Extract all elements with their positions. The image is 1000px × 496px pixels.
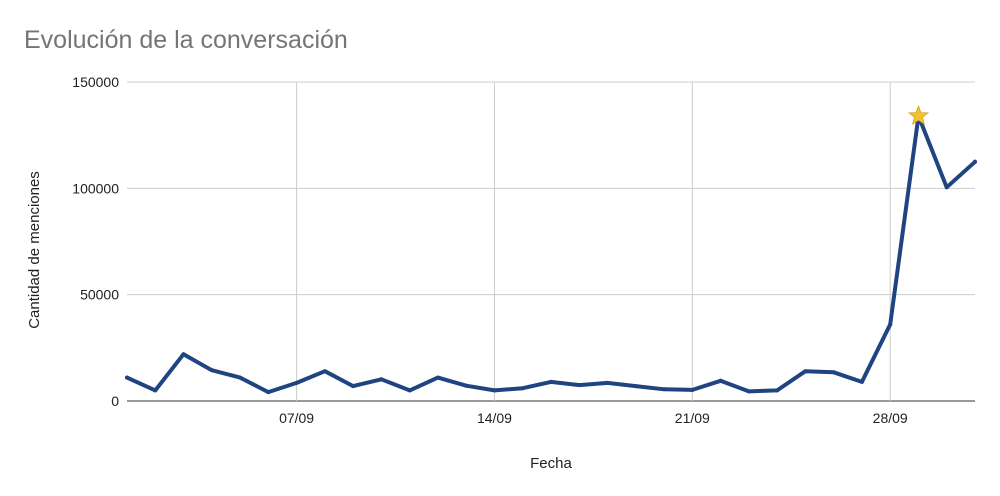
data-point: [492, 388, 497, 393]
data-point: [803, 369, 808, 374]
data-point: [407, 388, 412, 393]
y-tick-label: 100000: [72, 180, 119, 196]
data-point: [153, 388, 158, 393]
data-point: [633, 384, 638, 389]
data-point: [209, 368, 214, 373]
data-point: [831, 370, 836, 375]
y-tick-label: 50000: [80, 287, 119, 303]
x-tick-label: 14/09: [477, 410, 512, 426]
x-tick-label: 07/09: [279, 410, 314, 426]
data-point: [944, 185, 949, 190]
data-point: [973, 159, 977, 164]
data-point: [266, 390, 271, 395]
data-point: [662, 387, 667, 392]
data-point: [238, 375, 243, 380]
markers-layer: [907, 104, 930, 126]
data-point: [379, 377, 384, 382]
star-icon: [907, 104, 930, 126]
data-point: [322, 369, 327, 374]
data-point: [181, 352, 186, 357]
x-tick-label: 21/09: [675, 410, 710, 426]
y-axis-title: Cantidad de menciones: [26, 171, 43, 329]
data-point: [577, 383, 582, 388]
data-point: [351, 384, 356, 389]
series-layer: [125, 114, 977, 395]
y-tick-labels: 0 50000 100000 150000: [72, 74, 119, 409]
data-point: [435, 375, 440, 380]
series-line: [125, 114, 977, 395]
data-point: [605, 380, 610, 385]
data-point: [859, 379, 864, 384]
chart-title: Evolución de la conversación: [24, 26, 348, 54]
x-axis-title: Fecha: [530, 455, 572, 472]
data-point: [294, 380, 299, 385]
data-point: [775, 388, 780, 393]
x-tick-label: 28/09: [873, 410, 908, 426]
data-point: [690, 387, 695, 392]
data-point: [888, 322, 893, 327]
data-point: [718, 378, 723, 383]
data-point: [746, 389, 751, 394]
data-point: [125, 375, 129, 380]
y-tick-label: 0: [111, 393, 119, 409]
x-tick-labels: 07/09 14/09 21/09 28/09: [279, 410, 908, 426]
y-tick-label: 150000: [72, 74, 119, 90]
data-point: [549, 379, 553, 384]
grid-lines: [127, 81, 975, 402]
data-point: [520, 386, 525, 391]
data-point: [464, 383, 469, 388]
